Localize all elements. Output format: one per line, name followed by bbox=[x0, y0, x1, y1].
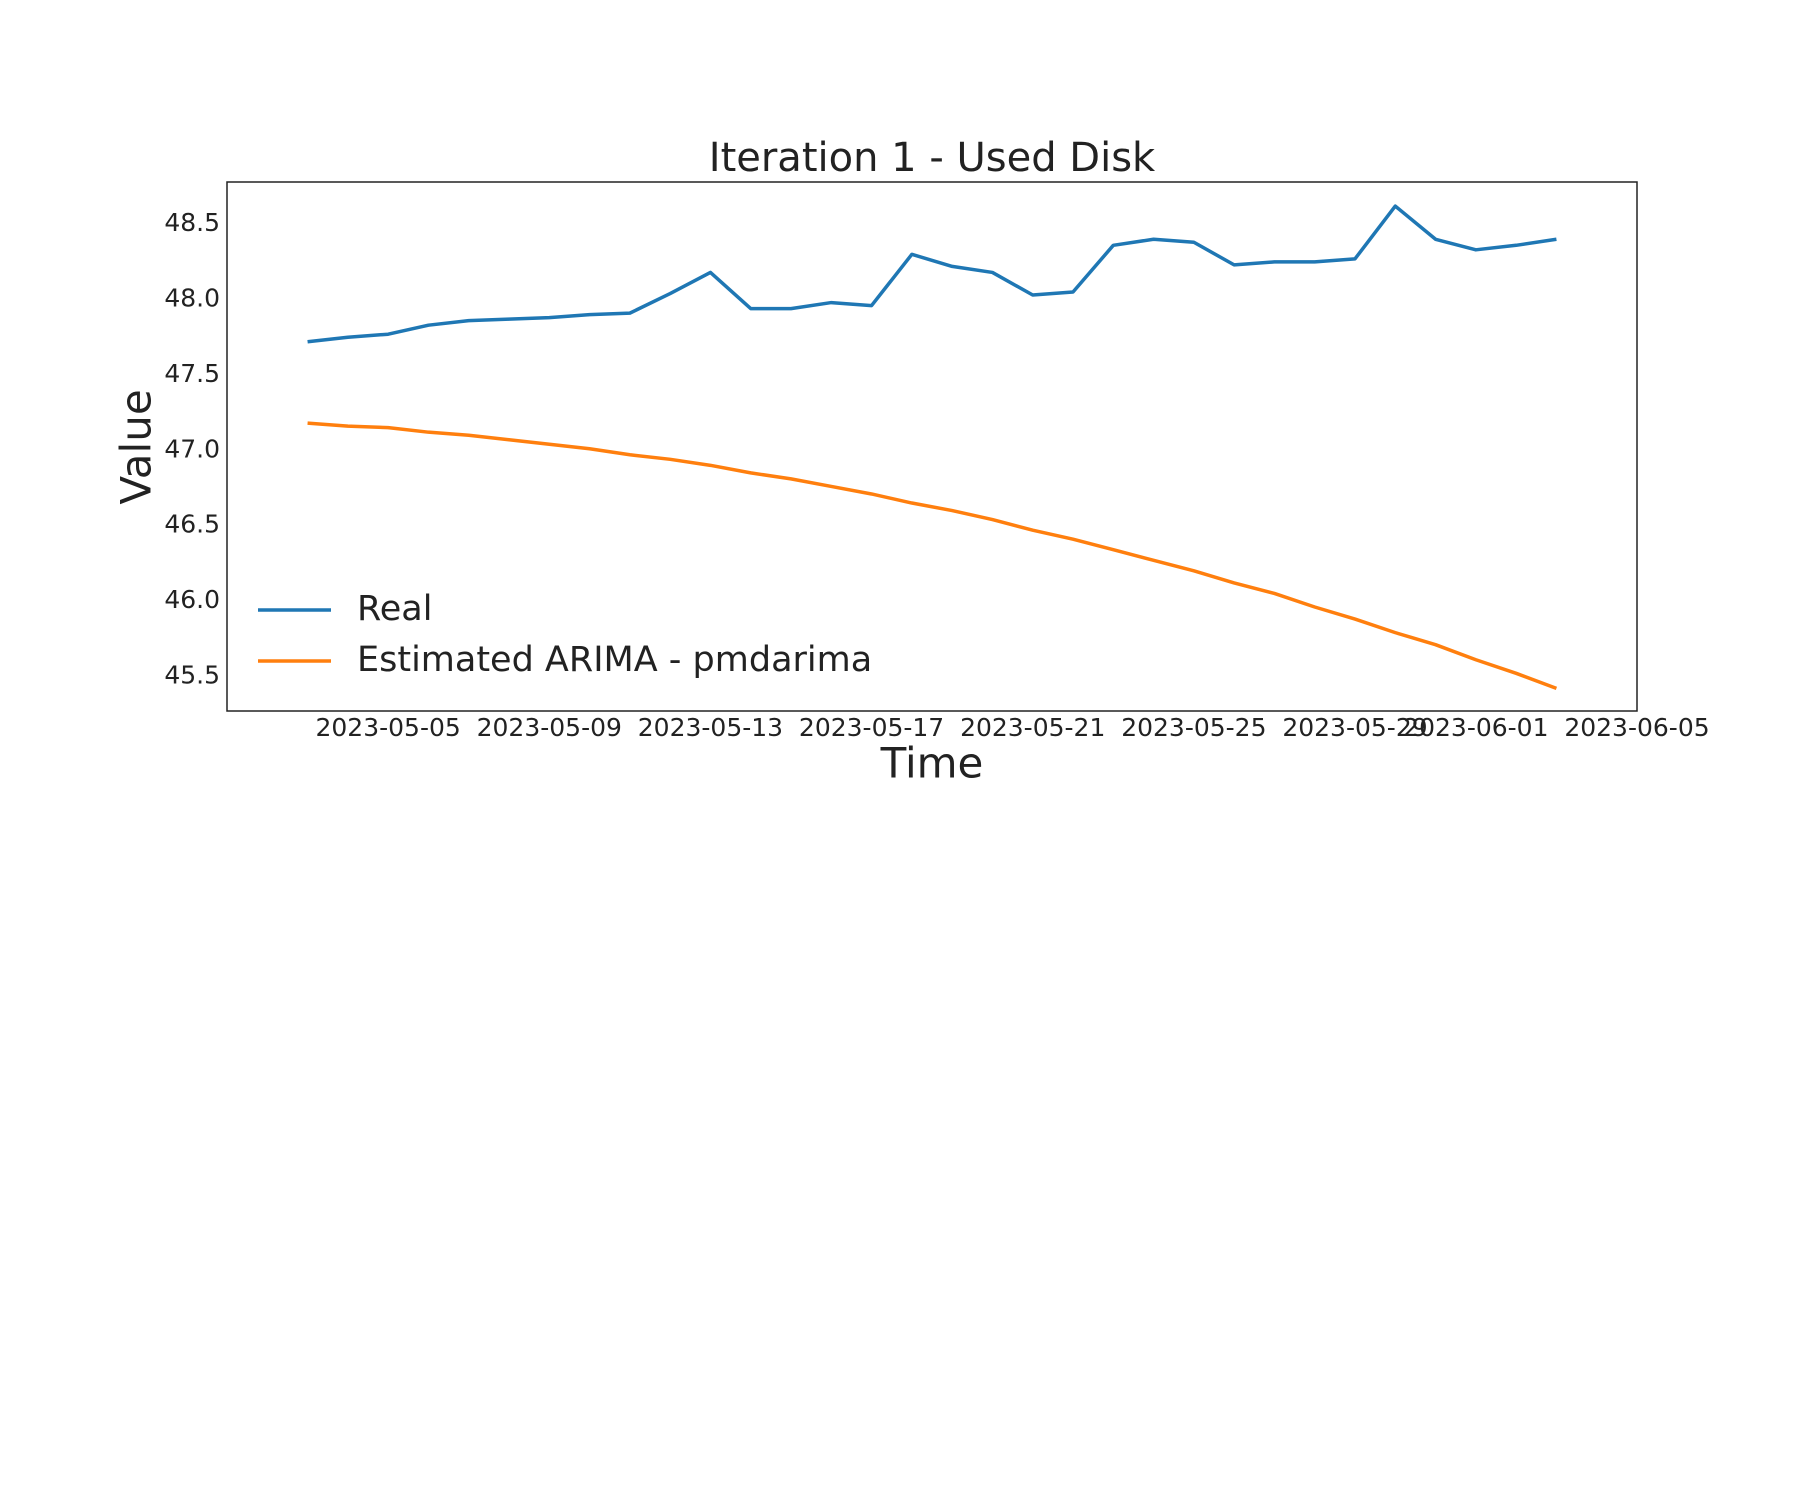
data-line bbox=[307, 204, 1557, 344]
chart-title: Iteration 1 - Used Disk bbox=[709, 135, 1156, 181]
x-tick-label: 2023-06-01 bbox=[1403, 713, 1548, 742]
y-tick-label: 45.5 bbox=[164, 660, 220, 689]
x-tick-label: 2023-05-13 bbox=[638, 713, 783, 742]
y-tick-label: 48.0 bbox=[164, 284, 220, 313]
legend-label: Estimated ARIMA - pmdarima bbox=[357, 640, 872, 680]
y-tick-label: 46.5 bbox=[164, 510, 220, 539]
x-tick-label: 2023-05-09 bbox=[477, 713, 622, 742]
legend-label: Real bbox=[357, 589, 432, 629]
x-tick-label: 2023-05-29 bbox=[1282, 713, 1427, 742]
x-tick-label: 2023-05-05 bbox=[315, 713, 460, 742]
x-tick-label: 2023-06-05 bbox=[1564, 713, 1709, 742]
x-tick-label: 2023-05-25 bbox=[1121, 713, 1266, 742]
data-line bbox=[307, 421, 1558, 691]
y-tick-label: 47.5 bbox=[164, 359, 220, 388]
x-tick-label: 2023-05-21 bbox=[960, 713, 1105, 742]
y-tick-label: 48.5 bbox=[164, 208, 220, 237]
y-tick-label: 46.0 bbox=[164, 585, 220, 614]
x-tick-label: 2023-05-17 bbox=[799, 713, 944, 742]
y-axis-label: Value bbox=[112, 389, 161, 504]
plot-frame bbox=[226, 181, 1638, 712]
y-tick-label: 47.0 bbox=[164, 434, 220, 463]
x-axis-label: Time bbox=[880, 739, 984, 788]
